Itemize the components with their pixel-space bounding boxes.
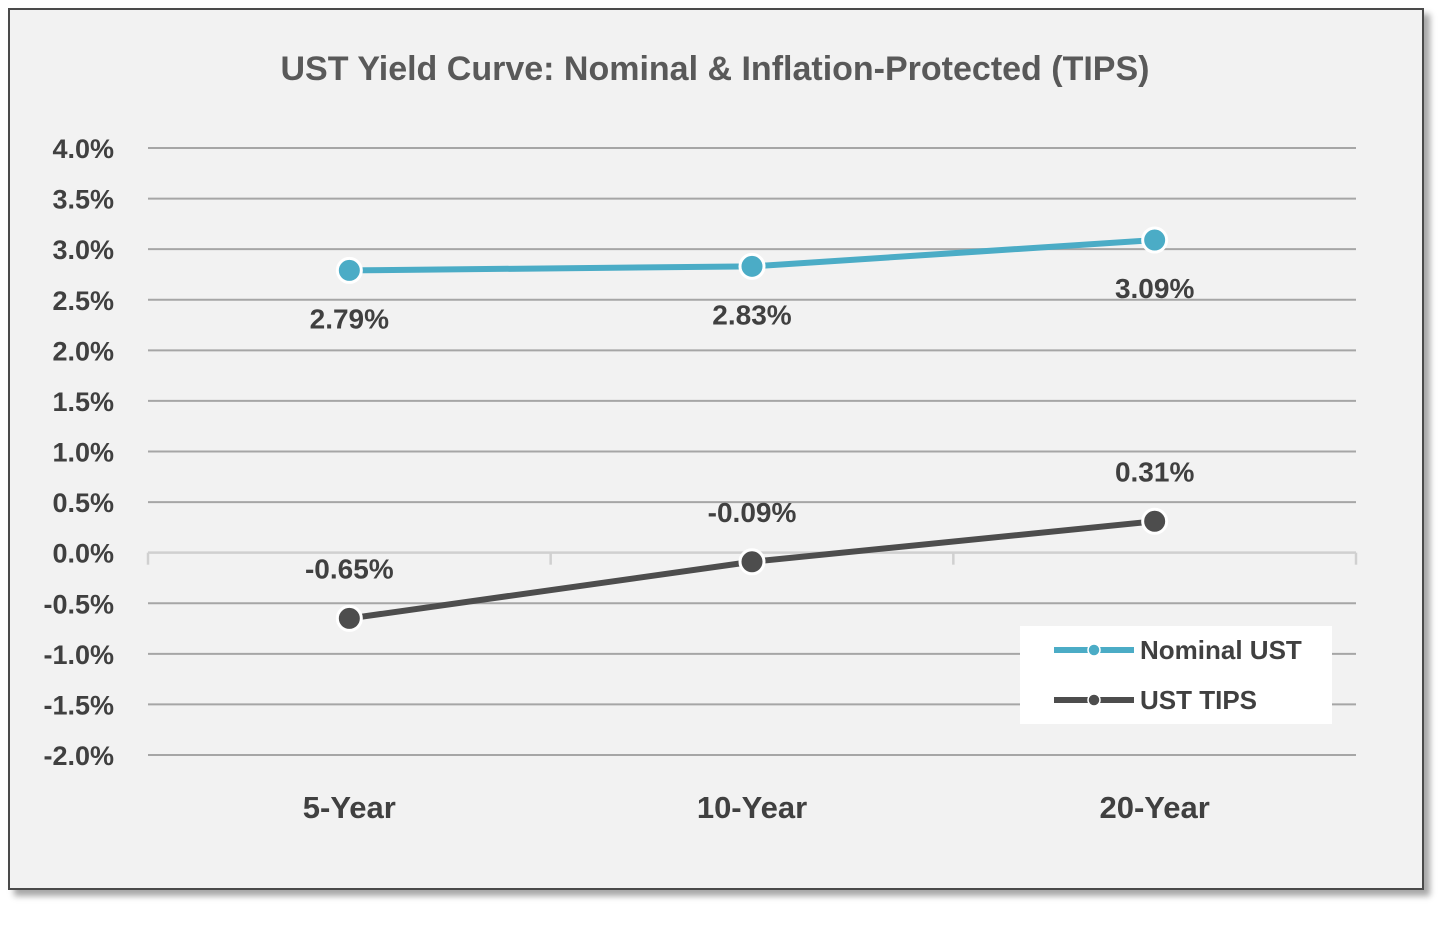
data-point: [1141, 507, 1169, 535]
y-tick-label: -0.5%: [43, 589, 114, 619]
legend: Nominal UST UST TIPS: [1020, 626, 1332, 724]
data-point: [1141, 226, 1169, 254]
legend-swatch-marker: [1087, 693, 1101, 707]
data-point: [335, 256, 363, 284]
y-tick-label: 3.5%: [52, 185, 114, 215]
data-point: [738, 252, 766, 280]
axes: 4.0% 3.5% 3.0% 2.5% 2.0% 1.5% 1.0% 0.5% 0.0% -0.5…: [43, 134, 1358, 825]
x-tick-label: 20-Year: [1100, 790, 1210, 825]
chart-frame: UST Yield Curve: Nominal & Inflation-Pro…: [8, 8, 1424, 890]
data-label: 3.09%: [1115, 273, 1194, 304]
series-lines: [335, 226, 1169, 632]
y-tick-label: 2.5%: [52, 286, 114, 316]
y-tick-label: -2.0%: [43, 741, 114, 771]
y-tick-label: 1.0%: [52, 438, 114, 468]
data-label: -0.09%: [708, 497, 797, 528]
y-tick-label: 1.5%: [52, 387, 114, 417]
y-tick-label: -1.5%: [43, 690, 114, 720]
legend-box: [1020, 626, 1332, 724]
y-tick-label: 4.0%: [52, 134, 114, 164]
data-point: [335, 604, 363, 632]
y-tick-label: 2.0%: [52, 336, 114, 366]
x-tick-label: 10-Year: [697, 790, 807, 825]
legend-swatch-marker: [1087, 643, 1101, 657]
legend-label: UST TIPS: [1140, 685, 1257, 715]
legend-label: Nominal UST: [1140, 635, 1302, 665]
y-tick-label: 0.0%: [52, 539, 114, 569]
data-label: -0.65%: [305, 553, 394, 584]
data-label: 2.83%: [712, 299, 791, 330]
line-chart: UST Yield Curve: Nominal & Inflation-Pro…: [43, 50, 1358, 825]
data-labels: 2.79% 2.83% 3.09% -0.65% -0.09% 0.31%: [305, 273, 1194, 584]
x-tick-label: 5-Year: [303, 790, 396, 825]
data-label: 2.79%: [310, 303, 389, 334]
data-label: 0.31%: [1115, 456, 1194, 487]
y-tick-label: 0.5%: [52, 488, 114, 518]
y-tick-label: 3.0%: [52, 235, 114, 265]
chart-title: UST Yield Curve: Nominal & Inflation-Pro…: [281, 50, 1150, 88]
y-tick-label: -1.0%: [43, 640, 114, 670]
data-point: [738, 548, 766, 576]
